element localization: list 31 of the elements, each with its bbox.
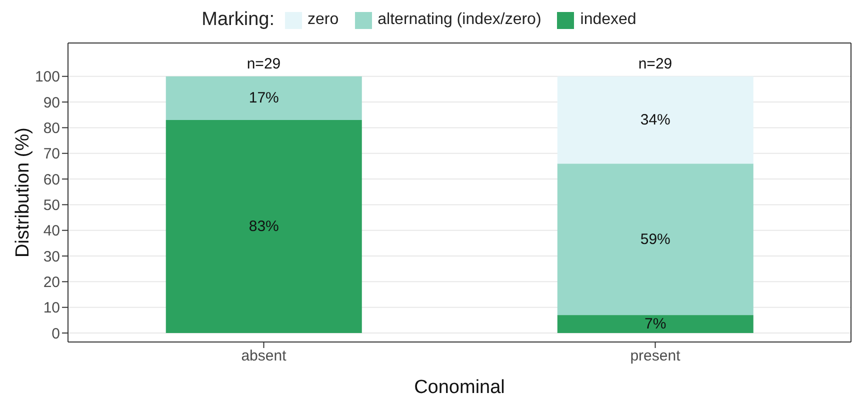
legend-label: indexed xyxy=(579,11,636,29)
bar xyxy=(557,315,754,334)
y-axis-title: Distribution (%) xyxy=(12,128,34,258)
legend-title: Marking: xyxy=(202,9,275,31)
bar xyxy=(166,120,362,334)
data-label: 7% xyxy=(644,316,666,333)
y-tick-label: 60 xyxy=(43,171,60,188)
y-tick-label: 50 xyxy=(43,197,60,214)
y-tick-label: 70 xyxy=(43,146,60,163)
x-axis-title: Conominal xyxy=(414,377,505,398)
bar xyxy=(166,76,362,120)
annotation: n=29 xyxy=(638,55,672,72)
data-label: 59% xyxy=(640,230,670,248)
y-tick-label: 40 xyxy=(43,222,60,240)
annotation: n=29 xyxy=(246,55,281,72)
bar xyxy=(557,76,754,164)
y-tick-label: 90 xyxy=(43,94,60,112)
y-tick-label: 80 xyxy=(43,120,60,138)
x-tick-label: present xyxy=(630,348,682,365)
y-tick-label: 30 xyxy=(43,248,60,266)
y-tick-label: 10 xyxy=(43,300,60,317)
y-tick-label: 0 xyxy=(52,325,60,342)
bar xyxy=(557,164,754,316)
data-label: 83% xyxy=(248,218,279,236)
y-tick-label: 100 xyxy=(34,68,60,86)
legend-label: alternating (index/zero) xyxy=(376,11,542,29)
y-tick-label: 20 xyxy=(43,274,60,292)
data-label: 34% xyxy=(640,111,670,128)
x-tick-label: absent xyxy=(241,348,288,365)
legend-label: zero xyxy=(306,11,339,29)
data-label: 17% xyxy=(248,90,279,107)
